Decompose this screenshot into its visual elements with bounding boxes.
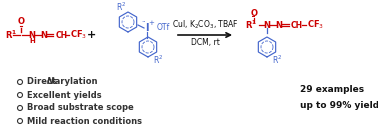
Text: H: H xyxy=(29,38,35,44)
Text: N: N xyxy=(40,30,48,39)
Text: CuI, K$_2$CO$_3$, TBAF: CuI, K$_2$CO$_3$, TBAF xyxy=(172,19,239,31)
Text: N: N xyxy=(28,30,36,39)
Text: Mild reaction conditions: Mild reaction conditions xyxy=(27,116,142,125)
Text: CF$_3$: CF$_3$ xyxy=(70,29,87,41)
Text: up to 99% yield: up to 99% yield xyxy=(300,100,378,109)
Text: CH: CH xyxy=(56,30,68,39)
Text: CF$_3$: CF$_3$ xyxy=(307,19,324,31)
Text: N: N xyxy=(276,21,282,30)
Text: $\mathregular{R^2}$: $\mathregular{R^2}$ xyxy=(272,54,282,66)
Text: O: O xyxy=(17,18,25,26)
Text: O: O xyxy=(251,10,257,18)
Text: Excellent yields: Excellent yields xyxy=(27,91,102,99)
Text: Broad substrate scope: Broad substrate scope xyxy=(27,104,134,112)
Text: $\mathregular{R^1}$: $\mathregular{R^1}$ xyxy=(245,19,257,31)
Text: N: N xyxy=(47,78,54,87)
Text: -arylation: -arylation xyxy=(52,78,99,87)
Text: N: N xyxy=(263,21,271,30)
Text: I: I xyxy=(145,23,149,33)
Text: +: + xyxy=(87,30,97,40)
Text: ··: ·· xyxy=(142,19,146,25)
Text: DCM, rt: DCM, rt xyxy=(191,39,220,47)
Text: CH: CH xyxy=(291,21,303,30)
Text: +: + xyxy=(148,20,154,26)
Text: $\mathregular{R^2}$: $\mathregular{R^2}$ xyxy=(116,1,126,13)
Text: 29 examples: 29 examples xyxy=(300,86,364,95)
Text: OTf: OTf xyxy=(157,23,170,33)
Text: $\mathregular{R^1}$: $\mathregular{R^1}$ xyxy=(5,29,17,41)
Text: $\mathregular{R^2}$: $\mathregular{R^2}$ xyxy=(153,54,163,66)
Text: Direct: Direct xyxy=(27,78,59,87)
